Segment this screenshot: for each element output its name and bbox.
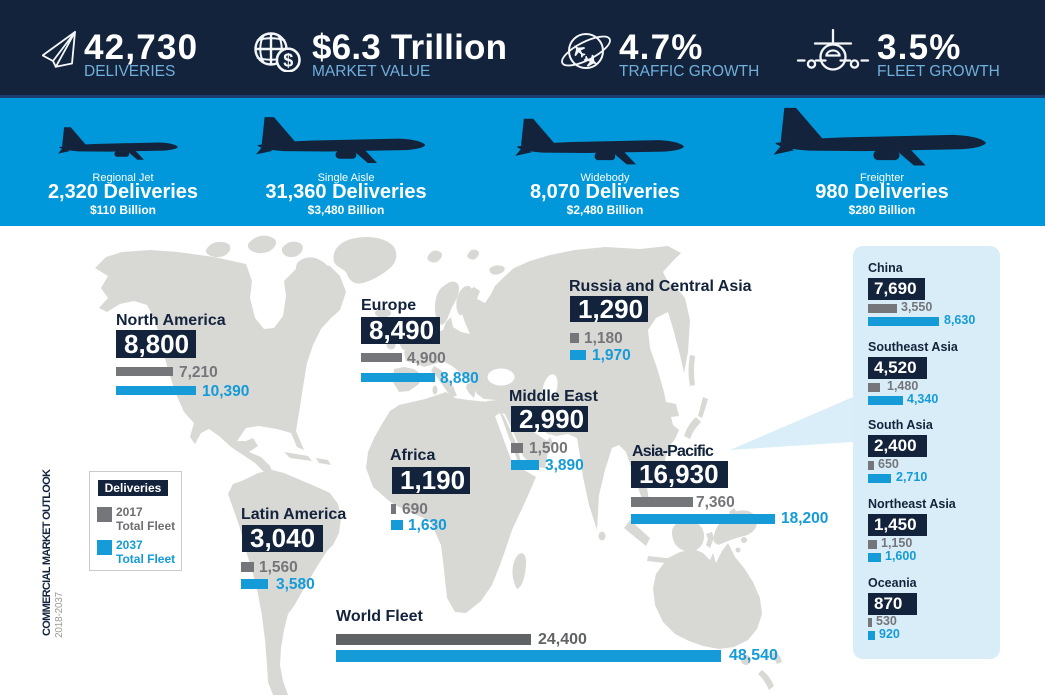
svg-text:$: $ xyxy=(283,51,293,71)
